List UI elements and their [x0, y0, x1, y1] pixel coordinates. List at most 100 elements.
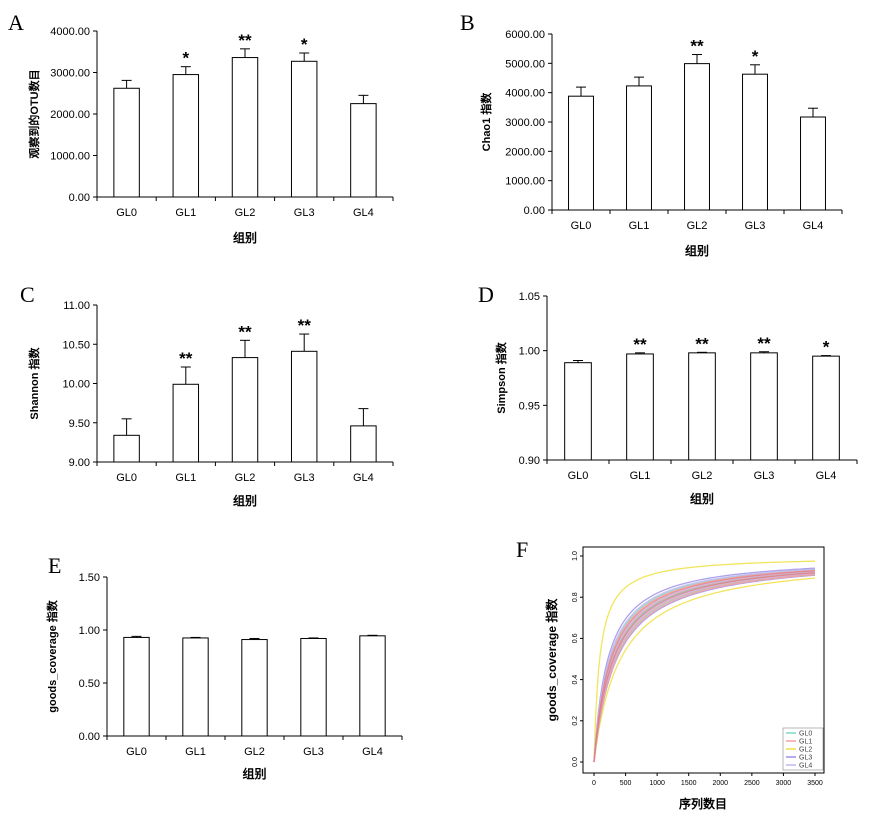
y-tick-label: 0.95 — [519, 400, 540, 412]
y-tick-label: 2000.00 — [505, 146, 545, 158]
y-tick-label: 3000.00 — [505, 117, 545, 129]
significance-mark: ** — [179, 349, 193, 368]
bar-gl0 — [568, 95, 594, 211]
x-axis-label: 组别 — [233, 493, 257, 508]
y-axis-label: 观察到的OTU数目 — [27, 69, 41, 158]
significance-mark: * — [752, 47, 759, 66]
y-tick-label: 0.2 — [572, 716, 579, 726]
panel-a: A 0.00 1000.00 2000.00 3000.00 4000.00 GL0 * GL1… — [8, 10, 394, 245]
panel-letter: C — [20, 282, 35, 307]
bar-gl1 — [626, 353, 654, 461]
bar-gl0 — [564, 362, 592, 461]
y-tick-label: 0.50 — [79, 678, 100, 690]
y-tick-label: 0.0 — [572, 757, 579, 767]
significance-mark: ** — [238, 322, 252, 341]
y-tick-label: 0.6 — [572, 633, 579, 643]
panel-b: B 0.00 1000.00 2000.00 3000.00 4000.00 5000.00… — [460, 10, 843, 258]
x-tick-label: GL4 — [803, 220, 824, 232]
bar-gl2 — [231, 357, 259, 463]
rarefaction-curve — [593, 572, 816, 763]
x-tick-label: 1000 — [649, 780, 665, 787]
x-tick-label: GL0 — [116, 472, 137, 484]
bar-gl3 — [750, 352, 778, 461]
x-tick-label: GL1 — [630, 470, 651, 482]
significance-mark: ** — [757, 334, 771, 353]
panel-e: E 0.00 0.50 1.00 1.50 GL0 GL1 GL2 GL3 GL4 组别 goods_… — [45, 553, 403, 781]
bar-gl4 — [350, 103, 377, 198]
x-tick-label: 2500 — [744, 780, 760, 787]
x-tick-label: GL3 — [303, 746, 324, 758]
bar-gl3 — [290, 60, 318, 198]
x-tick-label: GL3 — [754, 470, 775, 482]
x-tick-label: GL2 — [235, 472, 256, 484]
x-tick-label: 1500 — [681, 780, 697, 787]
x-tick-label: GL2 — [692, 470, 713, 482]
x-tick-label: 0 — [592, 780, 596, 787]
bar-gl3 — [300, 637, 327, 737]
rarefaction-curve — [593, 574, 816, 763]
y-tick-label: 6000.00 — [505, 29, 545, 41]
significance-mark: ** — [695, 334, 709, 353]
y-tick-label: 1.0 — [572, 551, 579, 561]
bar-gl3 — [290, 350, 318, 463]
bar-gl1 — [626, 85, 652, 211]
y-tick-label: 1.50 — [79, 572, 100, 584]
rarefaction-curve — [593, 570, 816, 763]
x-axis-label: 组别 — [690, 491, 714, 506]
y-tick-label: 0.00 — [524, 205, 545, 217]
x-tick-label: 2000 — [712, 780, 728, 787]
bar-gl1 — [182, 637, 209, 737]
rarefaction-curve — [593, 560, 815, 763]
y-axis-label: Shannon 指数 — [27, 346, 41, 419]
significance-mark: * — [301, 35, 308, 54]
panel-letter: F — [516, 537, 528, 562]
legend-entry: GL0 — [799, 731, 812, 738]
y-tick-label: 5000.00 — [505, 58, 545, 70]
x-tick-label: GL4 — [353, 472, 374, 484]
bar-gl1 — [172, 383, 200, 463]
y-tick-label: 4000.00 — [50, 26, 90, 38]
x-tick-label: GL4 — [816, 470, 837, 482]
rarefaction-curve — [593, 568, 816, 763]
panel-d: D 0.90 0.95 1.00 1.05 GL0 ** GL1 ** GL2 ** GL3 * GL4 组… — [478, 282, 858, 506]
bar-gl0 — [123, 636, 150, 737]
legend-entry: GL1 — [799, 739, 812, 746]
rarefaction-curve — [593, 577, 816, 763]
y-tick-label: 1.00 — [79, 625, 100, 637]
x-tick-label: GL4 — [353, 207, 374, 219]
y-tick-label: 0.8 — [572, 592, 579, 602]
y-tick-label: 11.00 — [63, 300, 90, 312]
panel-c: C 9.00 9.50 10.00 10.50 11.00 GL0 ** GL1 ** GL2 ** G… — [20, 282, 394, 508]
x-tick-label: GL0 — [126, 746, 147, 758]
y-tick-label: 10.50 — [62, 339, 90, 351]
y-tick-label: 1.05 — [519, 291, 540, 303]
x-tick-label: GL0 — [571, 220, 592, 232]
bar-gl4 — [800, 116, 826, 211]
x-tick-label: GL4 — [362, 746, 383, 758]
x-tick-label: 500 — [620, 780, 632, 787]
y-axis-label: goods_coverage 指数 — [45, 599, 59, 712]
significance-mark: * — [182, 49, 189, 68]
bar-gl2 — [684, 63, 710, 211]
y-tick-label: 0.00 — [79, 731, 100, 743]
panel-f: F 0 500 1000 1500 2000 2500 3000 3500 0.0 0.2 0.4 0.… — [516, 537, 825, 811]
panel-letter: A — [8, 10, 24, 35]
y-tick-label: 4000.00 — [505, 88, 545, 100]
significance-mark: ** — [633, 335, 647, 354]
x-axis-label: 组别 — [233, 230, 257, 245]
x-tick-label: GL2 — [687, 220, 708, 232]
y-tick-label: 10.00 — [62, 379, 90, 391]
x-axis-label: 序列数目 — [679, 796, 727, 811]
y-axis-label: goods_coverage 指数 — [544, 598, 559, 722]
y-tick-label: 1000.00 — [505, 176, 545, 188]
rarefaction-curve — [593, 567, 816, 763]
x-tick-label: 3500 — [807, 780, 823, 787]
x-tick-label: GL1 — [175, 207, 196, 219]
x-tick-label: GL2 — [235, 207, 256, 219]
bar-gl2 — [241, 639, 268, 737]
bar-gl4 — [350, 425, 377, 463]
bar-gl3 — [742, 73, 768, 211]
y-tick-label: 2000.00 — [50, 109, 90, 121]
x-tick-label: GL1 — [629, 220, 650, 232]
